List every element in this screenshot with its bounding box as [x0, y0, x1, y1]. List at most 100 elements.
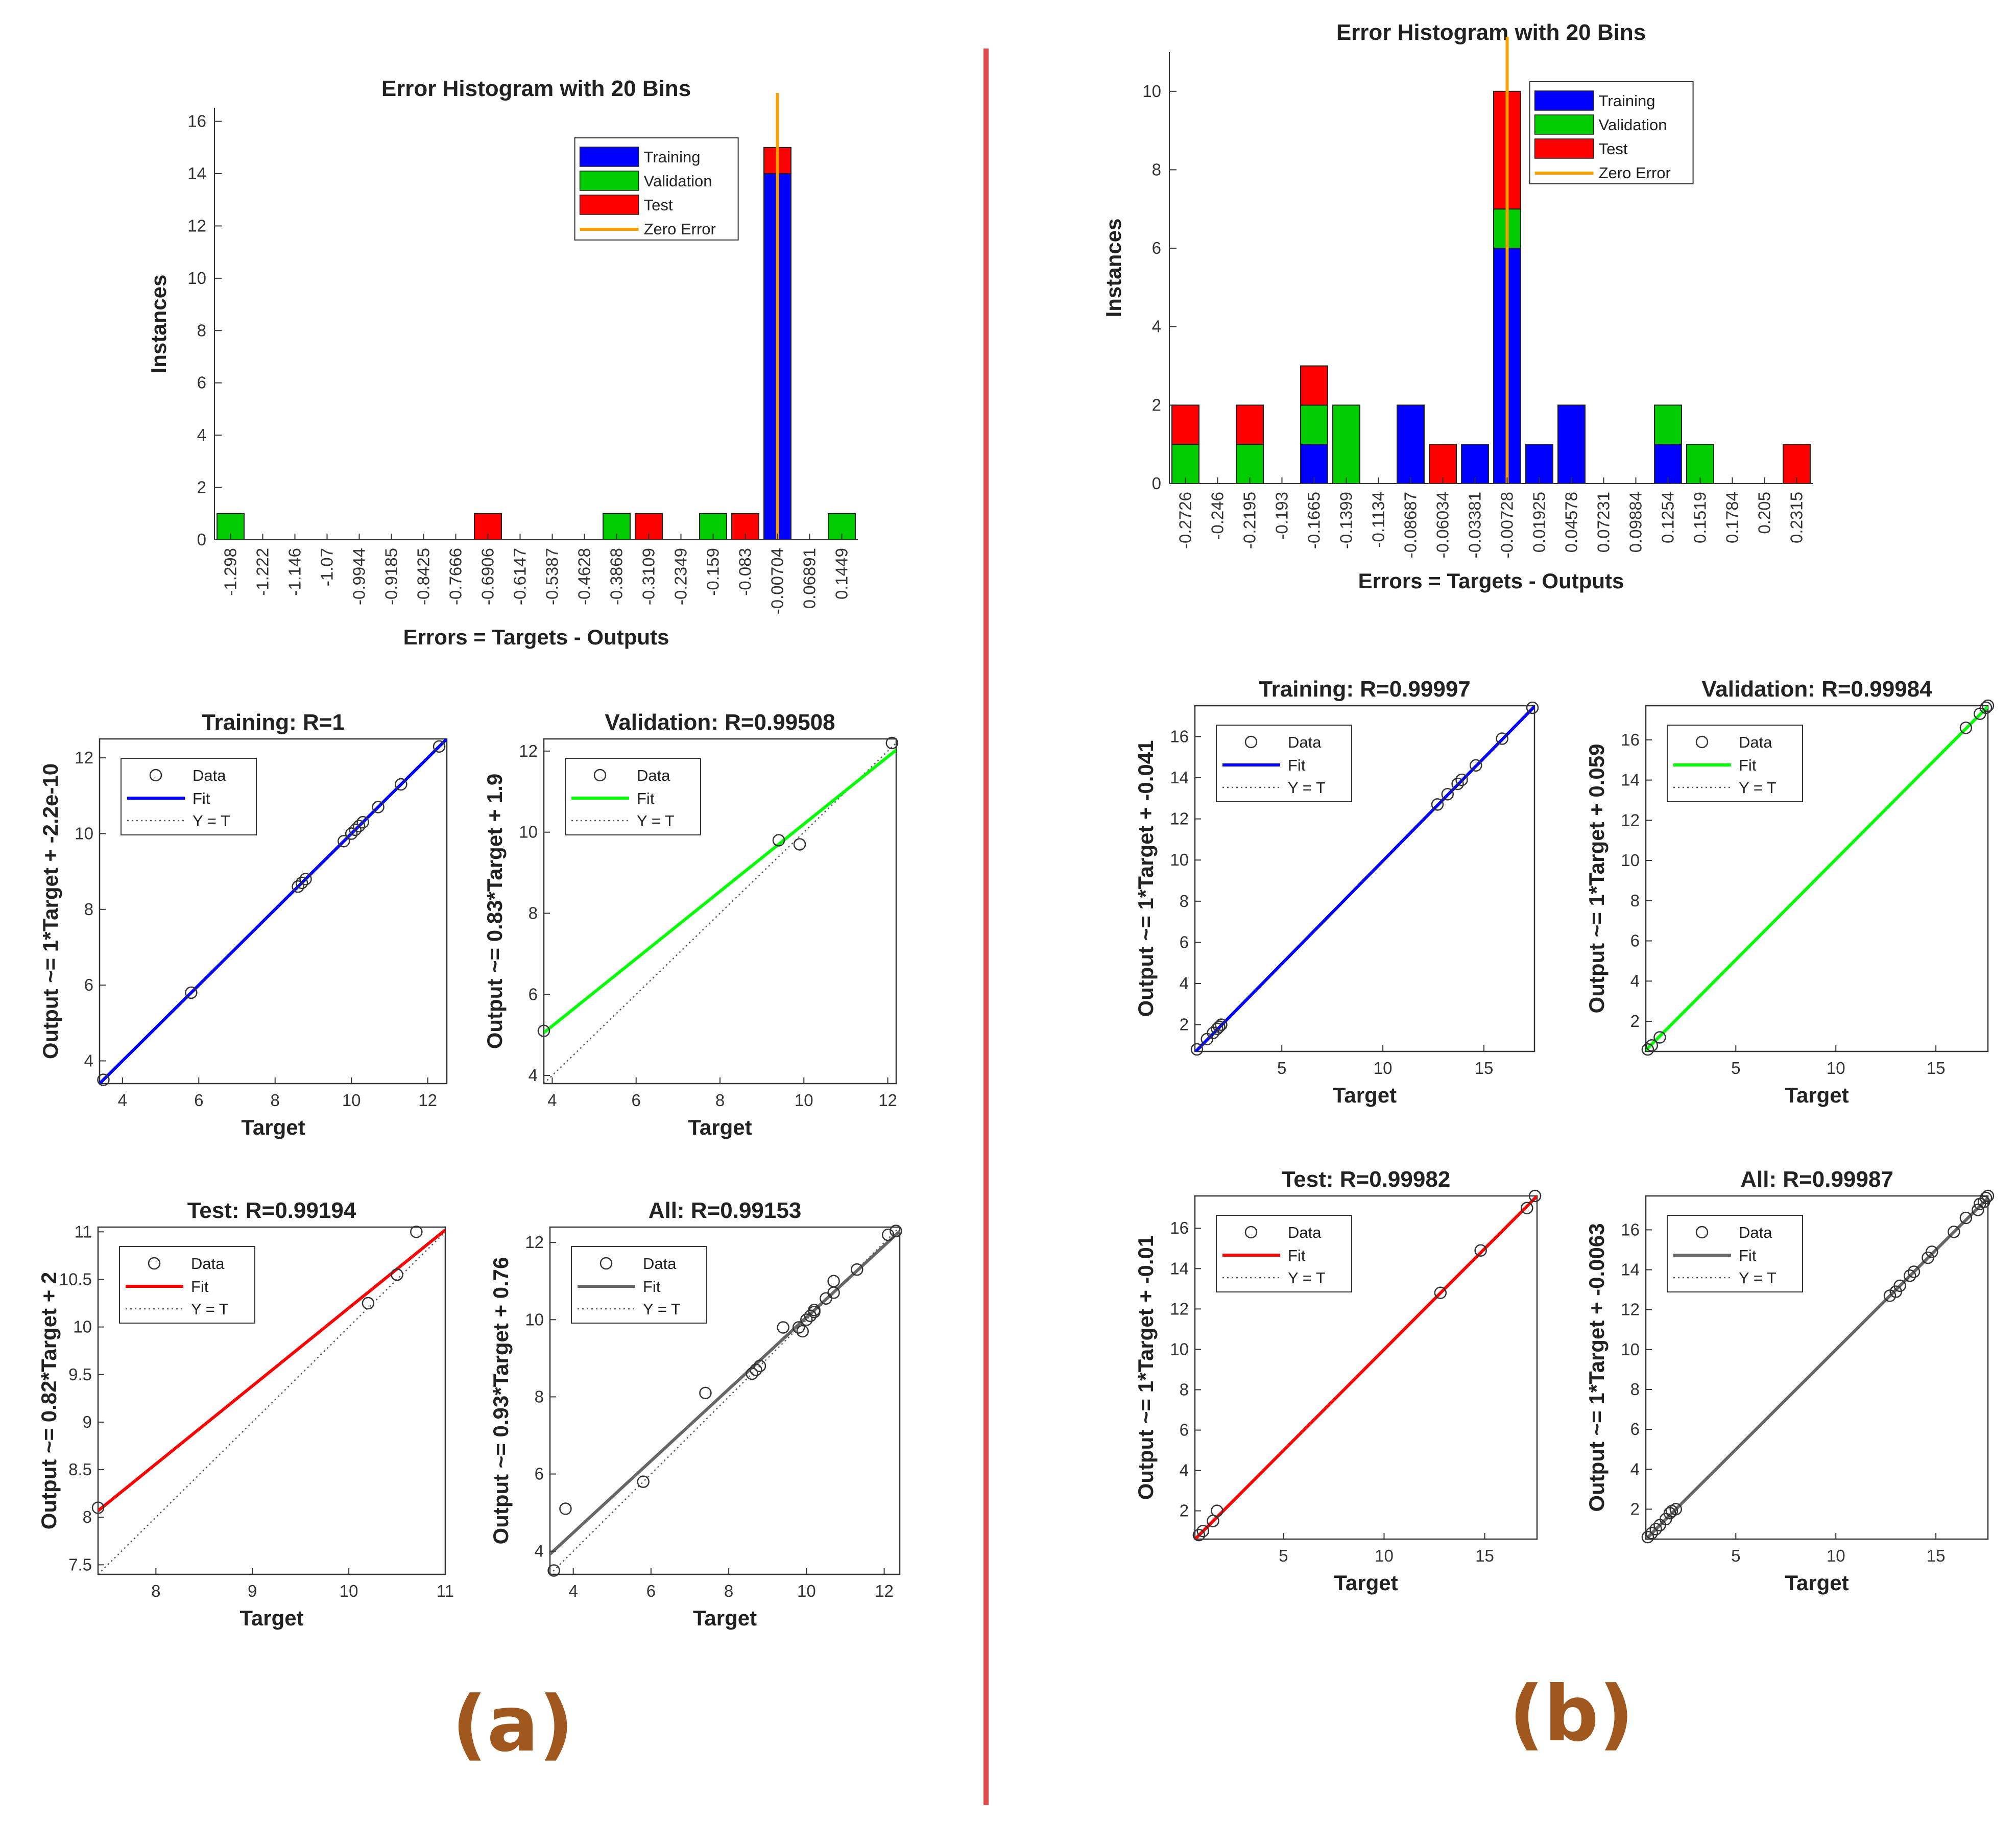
y-tick-label: 16: [1170, 727, 1189, 746]
data-point: [1653, 1031, 1666, 1044]
data-point: [1215, 1018, 1228, 1031]
x-tick-label: -0.9185: [382, 548, 401, 605]
fit-line: [1195, 706, 1534, 1051]
data-point: [352, 820, 366, 832]
y-tick-label: 6: [197, 373, 206, 392]
legend-swatch: [1534, 114, 1594, 135]
y-tick-label: 6: [535, 1465, 544, 1483]
panel-label-a: (a): [452, 1680, 574, 1769]
y-tick-label: 10: [1621, 1340, 1640, 1359]
legend-entry: Data: [643, 1255, 677, 1273]
y-tick-label: 12: [519, 741, 538, 760]
legend-entry: Validation: [1599, 116, 1667, 134]
y-tick-label: 4: [535, 1542, 544, 1561]
data-point: [1211, 1504, 1223, 1517]
y-axis-label: Output ~= 0.93*Target + 0.76: [489, 1257, 513, 1545]
x-tick-label: 15: [1475, 1546, 1494, 1565]
y-tick-label: 4: [1630, 1459, 1640, 1478]
legend-entry: Data: [1739, 733, 1772, 751]
y-tick-label: 16: [1621, 1220, 1640, 1239]
data-point: [1641, 1530, 1654, 1544]
legend-entry: Y = T: [1739, 779, 1777, 797]
x-tick-label: -0.00704: [768, 548, 787, 614]
legend-entry: Zero Error: [644, 220, 716, 238]
x-tick-label: -0.08687: [1401, 492, 1420, 558]
data-point: [1959, 1211, 1973, 1225]
y-tick-label: 2: [1180, 1501, 1189, 1520]
chart-title: All: R=0.99153: [649, 1198, 802, 1223]
legend-entry: Y = T: [191, 1300, 229, 1318]
data-point: [772, 834, 785, 847]
chart-title: Training: R=1: [202, 710, 345, 735]
bar-test: [1783, 444, 1811, 485]
x-tick-label: 5: [1731, 1059, 1740, 1077]
chart-reg_a_train: Training: R=1 4 6 8 10 12 4 6 8 10 12 Target Output …: [38, 710, 448, 1139]
legend-entry: Y = T: [1739, 1269, 1777, 1287]
y-axis-label: Output ~= 0.83*Target + 1.9: [483, 774, 507, 1049]
data-point: [881, 1228, 895, 1241]
y-tick-label: 6: [1152, 238, 1161, 257]
bar-validation: [1654, 404, 1682, 445]
y-tick-label: 10.5: [59, 1269, 92, 1288]
y-tick-label: 6: [1180, 1421, 1189, 1440]
bar-training: [1397, 404, 1425, 485]
y-tick-label: 4: [1630, 971, 1640, 990]
data-point: [391, 1268, 403, 1281]
data-point: [295, 876, 308, 890]
legend-entry: Fit: [1739, 756, 1757, 774]
fit-line: [100, 739, 447, 1084]
y-tick-label: 12: [1170, 809, 1189, 828]
x-tick-label: -1.146: [285, 548, 304, 596]
x-tick-label: 0.1519: [1691, 492, 1710, 543]
y-tick-label: 6: [1180, 932, 1189, 951]
legend-entry: Fit: [193, 789, 210, 807]
y-tick-label: 4: [1152, 317, 1161, 336]
y-tick-label: 14: [1170, 1259, 1189, 1278]
y-axis-label: Output ~= 1*Target + -0.01: [1134, 1235, 1158, 1500]
x-axis-label: Target: [1334, 1571, 1398, 1595]
y-tick-label: 6: [1630, 1420, 1640, 1439]
data-point: [410, 1226, 423, 1238]
y-tick-label: 8: [1152, 160, 1161, 179]
x-tick-label: 11: [437, 1581, 454, 1600]
y-tick-label: 10: [187, 269, 206, 287]
legend-entry: Y = T: [1288, 779, 1326, 797]
chart-title: Training: R=0.99997: [1259, 677, 1471, 702]
plot-area: [1169, 52, 1813, 484]
y-tick-label: 8: [1180, 892, 1189, 910]
chart-reg_b_train: Training: R=0.99997 5 10 15 2 4 6 8 10 12 14 16 Targ…: [1134, 677, 1539, 1107]
x-tick-label: -0.3868: [607, 548, 626, 605]
data-point: [699, 1386, 712, 1400]
legend-entry: Fit: [643, 1278, 661, 1296]
data-point: [1469, 759, 1482, 772]
data-point: [1431, 798, 1444, 811]
data-point: [299, 873, 312, 885]
x-tick-label: -0.083: [736, 548, 755, 596]
y-tick-label: 4: [1180, 1461, 1189, 1480]
data-point: [1496, 732, 1508, 745]
data-point: [1455, 773, 1468, 786]
legend-swatch-data: [149, 769, 162, 782]
bar-test: [1236, 404, 1264, 445]
data-point: [796, 1325, 809, 1338]
legend-swatch-data: [593, 769, 607, 782]
legend-entry: Fit: [191, 1278, 209, 1296]
y-tick-label: 8: [529, 903, 538, 922]
data-point: [1213, 1020, 1226, 1033]
legend-entry: Fit: [1288, 756, 1306, 774]
chart-reg_a_val: Validation: R=0.99508 4 6 8 10 12 4 6 8 10 12 Targe…: [483, 710, 899, 1139]
x-tick-label: -0.246: [1208, 492, 1227, 540]
x-tick-label: 8: [715, 1091, 725, 1110]
x-tick-label: -0.2726: [1176, 492, 1195, 549]
x-tick-label: -0.00728: [1498, 492, 1517, 558]
x-tick-label: -0.7666: [446, 548, 465, 605]
y-axis-label: Output ~= 0.82*Target + 2: [37, 1272, 61, 1530]
data-point: [1190, 1043, 1204, 1056]
bar-training: [1557, 404, 1586, 485]
x-tick-label: 6: [194, 1091, 203, 1110]
x-tick-label: 10: [1827, 1546, 1845, 1565]
x-tick-label: 10: [797, 1581, 816, 1600]
data-point: [1926, 1245, 1938, 1258]
data-point: [808, 1304, 821, 1316]
data-point: [1669, 1503, 1683, 1516]
